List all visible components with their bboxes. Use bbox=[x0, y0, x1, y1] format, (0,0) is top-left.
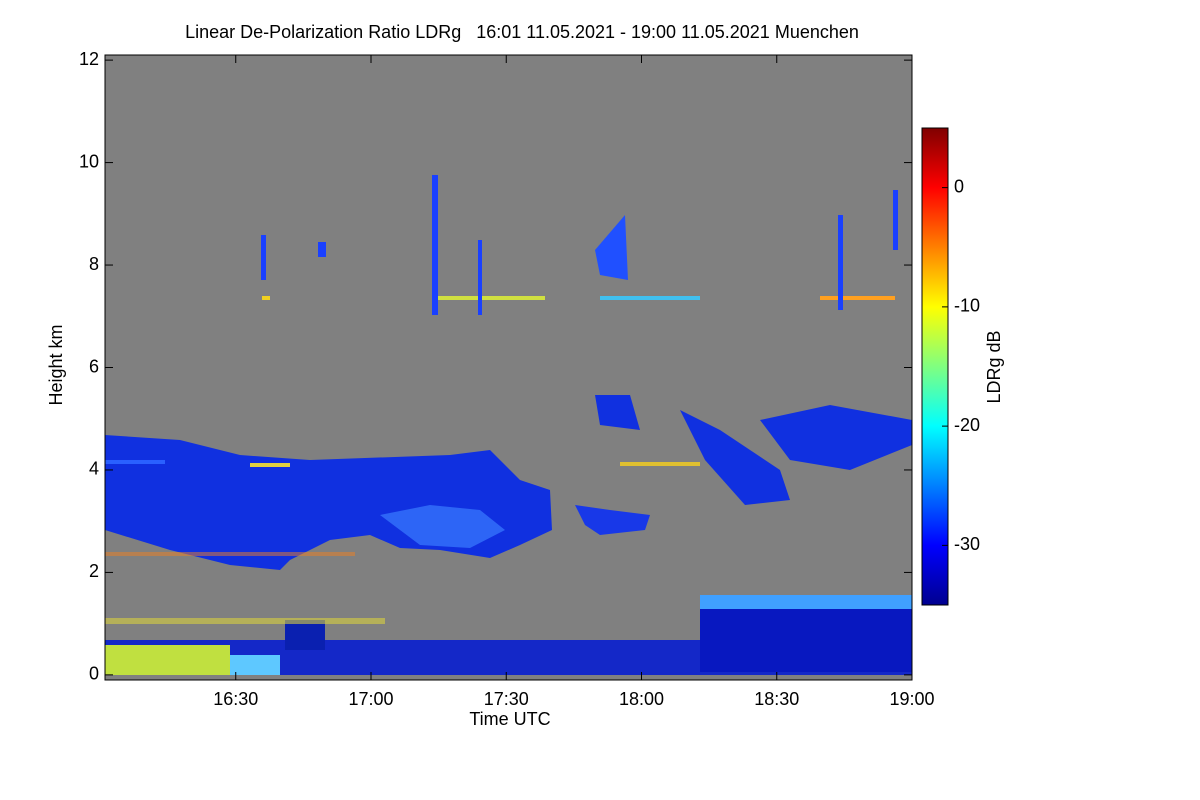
colorbar-tick-label: -20 bbox=[954, 415, 980, 435]
y-tick-label: 12 bbox=[79, 49, 99, 69]
x-tick-label: 17:30 bbox=[484, 689, 529, 709]
backscatter-field bbox=[105, 175, 912, 675]
y-tick-label: 8 bbox=[89, 254, 99, 274]
colorbar-tick-label: 0 bbox=[954, 176, 964, 196]
y-tick-label: 10 bbox=[79, 151, 99, 171]
y-tick-label: 0 bbox=[89, 664, 99, 684]
colorbar-tick-label: -30 bbox=[954, 534, 980, 554]
y-tick-label: 6 bbox=[89, 356, 99, 376]
x-tick-label: 16:30 bbox=[213, 689, 258, 709]
y-axis-label: Height km bbox=[46, 324, 66, 405]
colorbar-label: LDRg dB bbox=[984, 330, 1004, 403]
x-tick-label: 19:00 bbox=[889, 689, 934, 709]
colorbar bbox=[921, 127, 949, 606]
plot-background bbox=[105, 55, 912, 680]
chart-title: Linear De-Polarization Ratio LDRg 16:01 … bbox=[185, 22, 859, 42]
x-axis-label: Time UTC bbox=[469, 709, 550, 729]
x-tick-label: 18:00 bbox=[619, 689, 664, 709]
x-tick-label: 17:00 bbox=[348, 689, 393, 709]
y-tick-label: 4 bbox=[89, 459, 99, 479]
colorbar-tick-label: -10 bbox=[954, 296, 980, 316]
x-tick-label: 18:30 bbox=[754, 689, 799, 709]
y-tick-label: 2 bbox=[89, 561, 99, 581]
